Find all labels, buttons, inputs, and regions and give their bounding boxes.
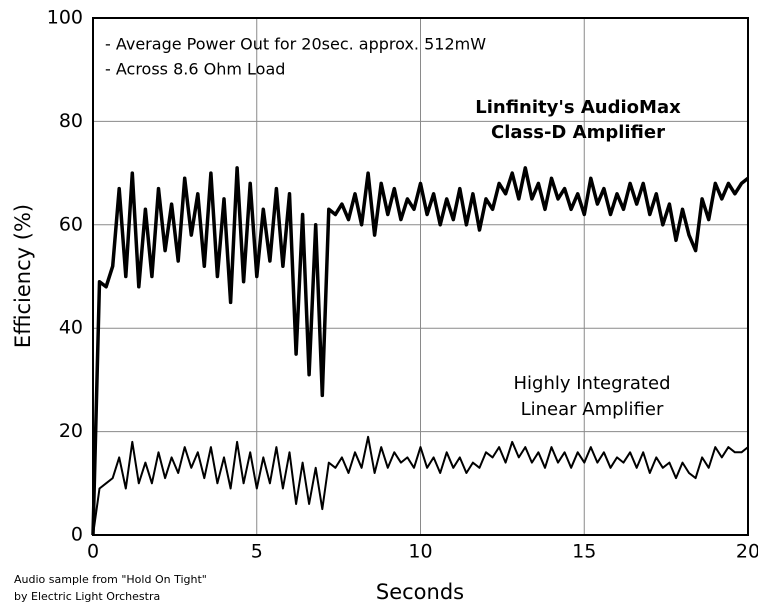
annotation: - Average Power Out for 20sec. approx. 5… [105,35,486,54]
y-tick-label: 100 [47,7,83,29]
series-label: Linear Amplifier [521,399,664,420]
footnote: Audio sample from "Hold On Tight" [14,573,207,586]
y-tick-label: 20 [59,420,83,442]
series-label: Highly Integrated [513,373,670,394]
x-axis-label: Seconds [376,580,464,604]
series-label: Class-D Amplifier [491,122,665,143]
y-tick-label: 0 [71,524,83,546]
x-tick-label: 15 [572,541,596,563]
footnote: by Electric Light Orchestra [14,590,160,603]
series-label: Linfinity's AudioMax [475,97,681,118]
lines [91,166,750,536]
x-tick-label: 0 [87,541,99,563]
data-line [92,435,749,536]
y-tick-label: 60 [59,213,83,235]
grid [92,17,749,536]
x-tick-label: 20 [736,541,758,563]
y-axis-label: Efficiency (%) [11,204,35,348]
y-tick-label: 80 [59,110,83,132]
data-line [91,166,750,536]
x-tick-label: 5 [251,541,263,563]
annotation: - Across 8.6 Ohm Load [105,60,285,79]
x-tick-label: 10 [408,541,432,563]
plot-frame [92,17,749,536]
y-tick-label: 40 [59,317,83,339]
